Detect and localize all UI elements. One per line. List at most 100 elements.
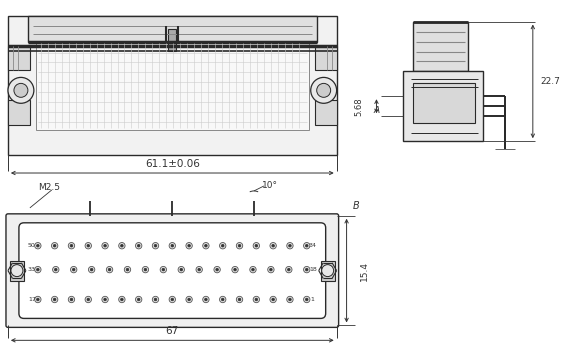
Circle shape [321,265,334,277]
Circle shape [169,296,175,303]
Bar [8,46,30,71]
Circle shape [306,268,308,271]
Text: A: A [373,106,380,115]
Circle shape [270,296,276,303]
Circle shape [303,296,310,303]
Circle shape [287,296,293,303]
Circle shape [87,244,90,247]
Circle shape [102,243,108,249]
Circle shape [202,243,209,249]
Circle shape [154,244,157,247]
Circle shape [285,266,292,273]
Circle shape [54,244,56,247]
Circle shape [14,84,28,97]
Circle shape [107,266,113,273]
Text: 15.4: 15.4 [360,260,369,280]
Circle shape [289,244,291,247]
Text: 1: 1 [311,297,315,302]
FancyBboxPatch shape [6,214,338,327]
Circle shape [144,268,147,271]
Circle shape [186,243,192,249]
Circle shape [214,266,221,273]
Circle shape [51,296,58,303]
Bar [403,71,483,141]
Bar [315,46,337,71]
Circle shape [118,296,125,303]
Circle shape [85,243,91,249]
Circle shape [121,244,123,247]
FancyBboxPatch shape [19,223,325,318]
Circle shape [205,244,207,247]
Circle shape [160,266,166,273]
Circle shape [154,298,157,301]
Circle shape [89,266,95,273]
Circle shape [178,266,184,273]
Circle shape [253,243,259,249]
Bar [28,16,317,41]
Circle shape [138,298,140,301]
Circle shape [8,78,34,103]
Circle shape [135,296,142,303]
Circle shape [252,268,254,271]
Circle shape [118,243,125,249]
Circle shape [303,243,310,249]
Circle shape [68,296,74,303]
Circle shape [90,268,93,271]
Circle shape [236,296,243,303]
Circle shape [126,268,129,271]
Circle shape [272,298,275,301]
Circle shape [142,266,148,273]
Circle shape [37,298,39,301]
Circle shape [55,268,57,271]
Circle shape [121,298,123,301]
Text: 50: 50 [28,243,36,248]
Circle shape [51,243,58,249]
Text: M2.5: M2.5 [38,184,60,192]
Circle shape [306,298,308,301]
Circle shape [104,244,107,247]
Circle shape [216,268,218,271]
Circle shape [87,298,90,301]
Text: 22.7: 22.7 [541,77,561,86]
Circle shape [68,243,74,249]
Circle shape [255,298,258,301]
Circle shape [54,298,56,301]
Circle shape [37,268,39,271]
Circle shape [104,298,107,301]
Circle shape [70,298,73,301]
Circle shape [205,298,207,301]
Circle shape [186,296,192,303]
Circle shape [196,266,202,273]
Circle shape [303,266,310,273]
Circle shape [289,298,291,301]
Bar [413,84,475,123]
Circle shape [311,78,337,103]
Circle shape [70,266,77,273]
Circle shape [236,243,243,249]
Text: 61.1±0.06: 61.1±0.06 [145,159,200,169]
Circle shape [238,298,241,301]
Text: B: B [352,201,359,211]
Bar [10,261,24,280]
Circle shape [162,268,165,271]
Circle shape [232,266,238,273]
Circle shape [85,296,91,303]
Text: 18: 18 [309,267,316,272]
Circle shape [34,243,41,249]
Text: 5.68: 5.68 [354,97,363,115]
Circle shape [253,296,259,303]
Text: 33: 33 [28,267,36,272]
Circle shape [171,244,174,247]
Circle shape [34,266,41,273]
Circle shape [268,266,274,273]
Circle shape [171,298,174,301]
Bar [321,261,334,280]
Circle shape [255,244,258,247]
Circle shape [169,243,175,249]
Circle shape [102,296,108,303]
Text: 10°: 10° [262,181,278,191]
Circle shape [72,268,75,271]
Circle shape [270,243,276,249]
Circle shape [135,243,142,249]
Circle shape [180,268,183,271]
